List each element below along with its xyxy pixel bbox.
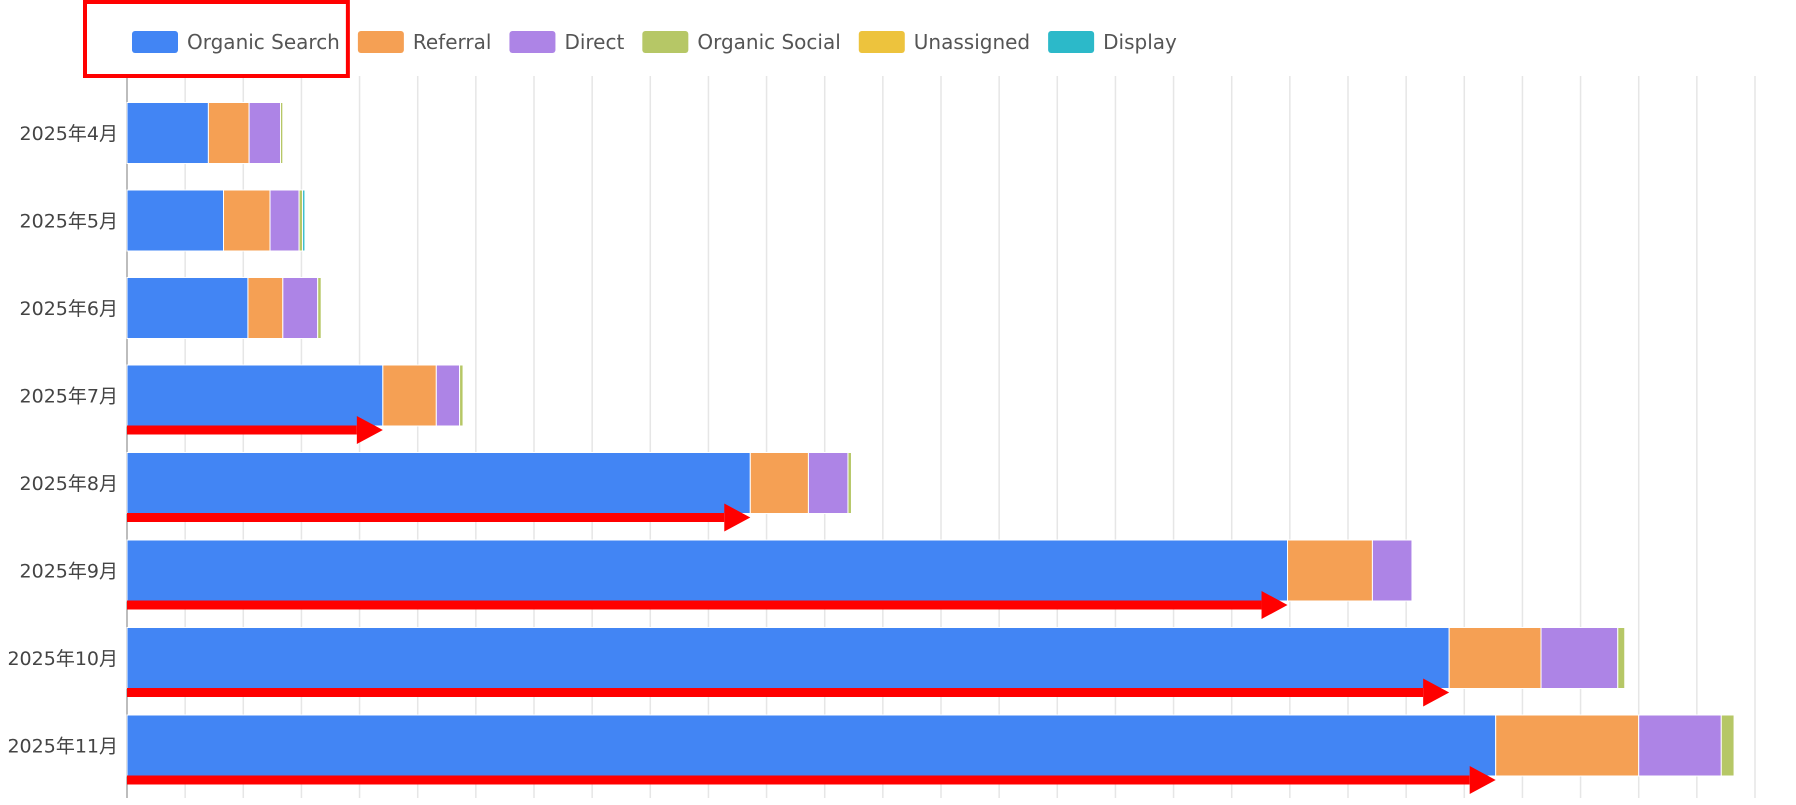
annotation-arrow [127,416,383,444]
category-label: 2025年5月 [20,211,118,233]
bar-segment-direct [1371,539,1413,602]
bar-segment-organic-social [459,364,464,427]
legend-label[interactable]: Display [1103,30,1177,54]
category-labels: 2025年4月 2025年5月 2025年6月 2025年7月 2025年8月 2025年… [7,123,118,758]
bar-segment-organic-search [126,627,1450,689]
legend-highlight-box [83,0,350,78]
bar-segment-organic-social [847,452,852,514]
bar-segment-organic-search [126,189,225,252]
bar-segment-referral [207,102,250,164]
bar-segment-organic-search [126,452,751,514]
legend-label[interactable]: Unassigned [914,30,1030,54]
category-label: 2025年9月 [20,561,118,583]
bars [126,102,1735,777]
bar-segment-referral [382,364,437,427]
bar-segment-referral [749,452,809,514]
legend-swatch [642,31,689,53]
bar-segment-organic-social [1617,627,1626,689]
bar-segment-direct [1540,627,1619,689]
bar-segment-display [302,189,306,252]
category-label: 2025年7月 [20,386,118,408]
legend-swatch [858,31,905,53]
legend-swatch [509,31,556,53]
legend-swatch [1048,31,1095,53]
category-label: 2025年6月 [20,298,118,320]
bar-segment-referral [1495,714,1640,777]
legend-label[interactable]: Organic Social [697,30,840,54]
legend-label[interactable]: Organic Search [187,30,340,54]
legend-label[interactable]: Direct [564,30,624,54]
legend-label[interactable]: Referral [413,30,492,54]
bar-segment-direct [269,189,300,252]
bar-segment-referral [247,277,284,339]
bar-segment-organic-search [126,102,209,164]
bar-segment-organic-search [126,277,249,339]
red-arrows [127,416,1496,794]
legend-swatch [132,31,178,53]
bar-segment-organic-search [126,364,384,427]
bar-segment-direct [248,102,281,164]
bar-segment-organic-search [126,714,1497,777]
bar-segment-referral [1287,539,1373,602]
category-label: 2025年11月 [7,736,118,758]
annotation-arrow [127,678,1450,707]
annotation-arrow [127,503,751,532]
category-label: 2025年4月 [20,123,118,145]
annotation-arrow [127,591,1288,619]
bar-segment-direct [807,452,849,514]
category-label: 2025年10月 [7,648,118,670]
category-label: 2025年8月 [20,473,118,495]
legend-swatch [357,31,404,53]
bar-segment-referral [1448,627,1542,689]
bar-segment-organic-social [298,189,304,252]
bar-segment-direct [282,277,319,339]
bar-segment-organic-social [1720,714,1735,777]
bar-segment-direct [1638,714,1722,777]
bar-segment-referral [223,189,271,252]
bar-segment-direct [435,364,461,427]
legend: Organic Search Referral Direct Organic Soci… [132,30,1177,54]
bar-segment-organic-search [126,539,1289,602]
bar-segment-organic-social [317,277,322,339]
annotation-arrow [127,766,1496,794]
bar-segment-organic-social [279,102,284,164]
